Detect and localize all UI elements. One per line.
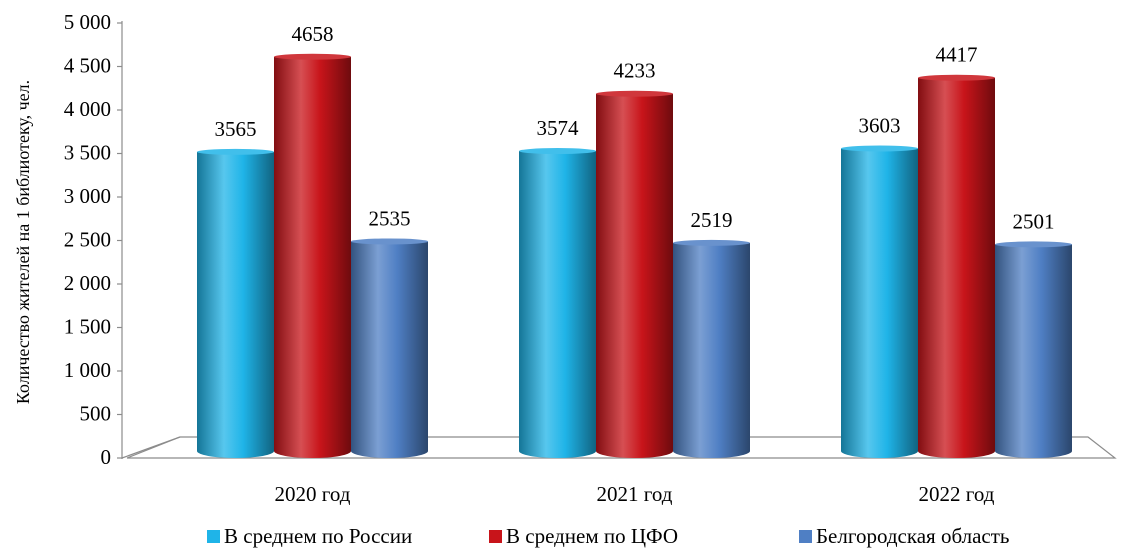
x-tick-label: 2020 год [275, 482, 351, 506]
data-label: 4233 [614, 59, 656, 83]
y-tick-label: 4 000 [64, 97, 111, 121]
bar [519, 148, 596, 458]
legend-label: В среднем по ЦФО [506, 524, 678, 548]
legend-swatch [489, 530, 502, 543]
x-tick-label: 2022 год [919, 482, 995, 506]
bar [918, 74, 995, 458]
data-label: 3603 [859, 114, 901, 138]
y-tick-label: 1 500 [64, 315, 111, 339]
y-tick-label: 1 000 [64, 358, 111, 382]
bar-body [197, 151, 274, 458]
bar [274, 53, 351, 459]
bar-top [519, 148, 596, 155]
legend-swatch [799, 530, 812, 543]
bar [673, 239, 750, 458]
bar-top [351, 238, 428, 245]
legend-swatch [207, 530, 220, 543]
bars: 3565 4658 2535 3574 4233 2519 3603 4417 2501 [197, 22, 1072, 459]
bar-body [673, 242, 750, 458]
bar [197, 148, 274, 458]
legend-item: В среднем по ЦФО [489, 524, 678, 548]
data-label: 4658 [292, 22, 334, 46]
legend-item: В среднем по России [207, 524, 412, 548]
bar-body [351, 241, 428, 458]
bar-body [596, 93, 673, 458]
bar-body [841, 148, 918, 458]
bar-body [995, 244, 1072, 458]
x-axis: 2020 год 2021 год 2022 год [275, 482, 995, 506]
bar [596, 90, 673, 458]
bar-top [596, 90, 673, 97]
data-label: 4417 [936, 43, 978, 67]
data-label: 3565 [215, 117, 257, 141]
bar [995, 241, 1072, 458]
bar-top [918, 74, 995, 81]
bar [841, 145, 918, 458]
y-tick-label: 3 500 [64, 141, 111, 165]
y-tick-label: 0 [101, 445, 112, 469]
bar-body [519, 151, 596, 458]
floor-edge [121, 436, 181, 459]
y-tick-label: 4 500 [64, 54, 111, 78]
bar-top [274, 53, 351, 60]
bar [351, 238, 428, 458]
data-label: 2535 [369, 206, 411, 230]
y-tick-label: 3 000 [64, 184, 111, 208]
data-label: 2519 [691, 208, 733, 232]
bar-top [995, 241, 1072, 248]
bar-body [918, 77, 995, 458]
y-axis: 0 500 1 000 1 500 2 000 2 500 3 000 3 500 4 000 4… [64, 10, 123, 469]
bar-top [841, 145, 918, 152]
legend-label: В среднем по России [224, 524, 412, 548]
legend: В среднем по России В среднем по ЦФО Белго… [207, 524, 1010, 548]
bar-top [197, 148, 274, 155]
bar-top [673, 239, 750, 246]
y-axis-title: Количество жителей на 1 библиотеку, чел. [13, 80, 33, 404]
legend-label: Белгородская область [816, 524, 1010, 548]
bar-body [274, 56, 351, 459]
y-tick-label: 2 000 [64, 271, 111, 295]
legend-item: Белгородская область [799, 524, 1010, 548]
y-tick-label: 2 500 [64, 228, 111, 252]
x-tick-label: 2021 год [597, 482, 673, 506]
y-tick-label: 500 [80, 402, 112, 426]
data-label: 3574 [537, 116, 580, 140]
data-label: 2501 [1013, 209, 1055, 233]
y-tick-label: 5 000 [64, 10, 111, 34]
